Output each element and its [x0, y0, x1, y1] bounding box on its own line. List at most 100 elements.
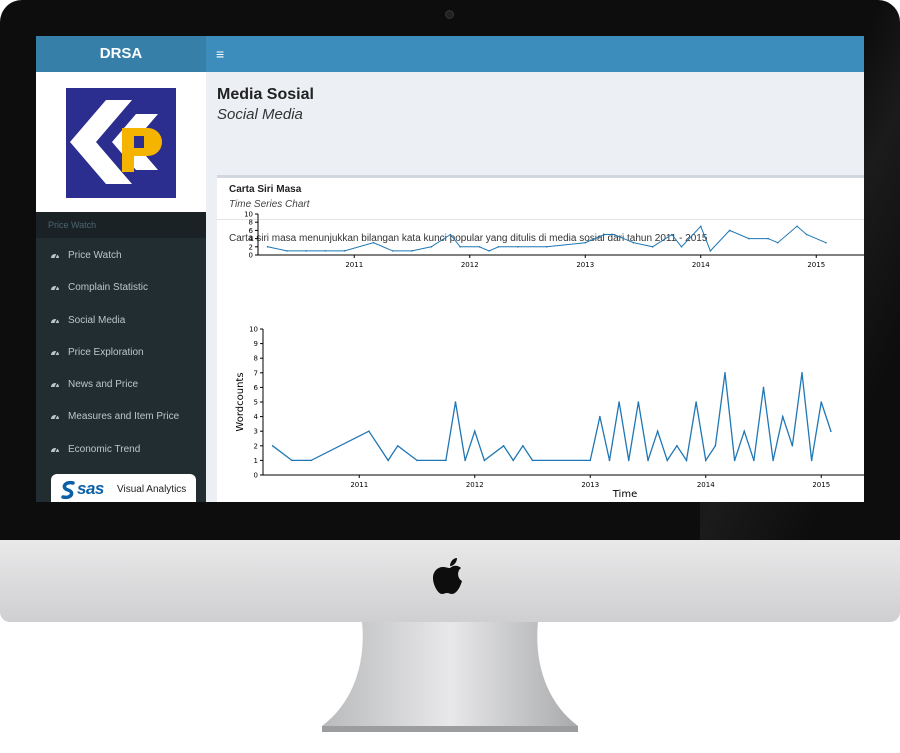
y-tick-label: 5 — [254, 399, 258, 407]
x-tick-label: 2015 — [807, 261, 825, 269]
x-tick-label: 2015 — [812, 481, 830, 489]
sidebar-item-social-media[interactable]: Social Media — [36, 305, 206, 337]
data-point — [637, 401, 640, 403]
hamburger-icon[interactable]: ≡ — [216, 46, 225, 62]
data-point — [454, 401, 457, 403]
y-tick-label: 9 — [254, 340, 258, 348]
data-point — [695, 401, 697, 403]
data-point — [502, 445, 505, 447]
y-tick-label: 6 — [249, 227, 254, 235]
box-title: Carta Siri Masa — [229, 184, 302, 195]
data-point — [387, 459, 389, 462]
data-point — [368, 430, 370, 432]
sidebar-section-header: Price Watch — [36, 212, 206, 238]
y-tick-label: 3 — [254, 428, 258, 436]
dashboard-icon — [51, 382, 59, 388]
sidebar-item-label: Complain Statistic — [68, 282, 149, 294]
page-title: Media Sosial — [217, 86, 314, 103]
data-point — [310, 459, 312, 462]
data-point — [762, 386, 765, 389]
apple-logo-icon — [433, 558, 462, 594]
data-point — [772, 459, 774, 462]
app-screen: DRSA ≡ Price Watch Price Watch Complain … — [36, 36, 864, 502]
data-point — [724, 372, 726, 374]
sidebar-item-measures-and-item-price[interactable]: Measures and Item Price — [36, 401, 206, 433]
sidebar-item-label: Economic Trend — [68, 443, 141, 455]
sidebar-item-label: News and Price — [68, 379, 139, 391]
data-point — [488, 250, 490, 252]
data-point — [430, 246, 433, 248]
data-point — [709, 250, 712, 252]
sidebar: Price Watch Price Watch Complain Statist… — [36, 72, 206, 502]
sidebar-item-price-watch[interactable]: Price Watch — [36, 240, 206, 272]
data-point — [483, 459, 486, 462]
sidebar-menu: Price Watch Complain Statistic Social Me… — [36, 240, 206, 466]
data-point — [391, 250, 394, 252]
data-point — [666, 459, 669, 462]
y-tick-label: 4 — [254, 413, 259, 421]
y-tick-label: 2 — [254, 442, 258, 450]
y-tick-label: 0 — [249, 252, 253, 260]
data-point — [671, 233, 673, 236]
sas-brand-text: sas — [77, 479, 104, 498]
data-point — [733, 459, 736, 462]
data-point — [714, 445, 717, 447]
time-series-box: Carta Siri Masa Time Series Chart Carta … — [217, 175, 864, 502]
data-point — [767, 237, 769, 240]
page-subtitle: Social Media — [217, 106, 303, 123]
data-point — [781, 415, 784, 418]
x-tick-label: 2011 — [350, 481, 368, 489]
data-point — [599, 415, 601, 418]
y-tick-label: 2 — [249, 243, 253, 251]
data-point — [685, 459, 688, 462]
data-point — [324, 250, 327, 252]
x-tick-label: 2014 — [692, 261, 710, 269]
sidebar-item-complain-statistic[interactable]: Complain Statistic — [36, 272, 206, 304]
data-point — [825, 241, 827, 244]
data-point — [647, 459, 649, 462]
dashboard-icon — [51, 318, 59, 323]
box-header: Carta Siri Masa Time Series Chart — [217, 178, 864, 220]
data-point — [805, 233, 808, 236]
data-point — [416, 459, 418, 462]
data-point — [473, 430, 476, 432]
data-point — [589, 459, 592, 462]
series-line — [267, 225, 827, 252]
y-tick-label: 7 — [254, 369, 258, 377]
data-point — [704, 459, 707, 462]
sidebar-item-price-exploration[interactable]: Price Exploration — [36, 337, 206, 369]
x-tick-label: 2013 — [581, 481, 599, 489]
sidebar-item-economic-trend[interactable]: Economic Trend — [36, 434, 206, 466]
data-point — [445, 459, 447, 462]
dashboard-icon — [51, 253, 59, 259]
data-point — [676, 445, 678, 447]
monitor-stand — [322, 622, 578, 732]
data-point — [830, 430, 832, 432]
organization-logo — [36, 72, 206, 212]
y-tick-label: 0 — [254, 472, 258, 480]
data-point — [531, 459, 534, 462]
data-point — [522, 445, 524, 447]
y-tick-label: 4 — [249, 235, 254, 243]
data-point — [608, 459, 611, 462]
dashboard-icon — [51, 415, 59, 420]
data-point — [820, 401, 823, 403]
brand-logo[interactable]: DRSA — [36, 36, 206, 72]
data-point — [291, 459, 293, 462]
data-point — [753, 459, 755, 462]
data-point — [728, 229, 731, 232]
data-point — [266, 246, 269, 248]
data-point — [796, 225, 798, 228]
x-tick-label: 2011 — [345, 261, 363, 269]
sidebar-item-news-and-price[interactable]: News and Price — [36, 369, 206, 401]
sidebar-item-label: Social Media — [68, 314, 126, 326]
data-point — [613, 233, 615, 236]
data-point — [791, 445, 794, 447]
data-point — [801, 372, 803, 374]
data-point — [680, 246, 683, 248]
data-point — [743, 430, 746, 432]
sas-visual-analytics-badge[interactable]: sas Visual Analytics — [51, 474, 196, 502]
data-point — [656, 430, 659, 432]
dashboard-icon — [51, 350, 59, 356]
